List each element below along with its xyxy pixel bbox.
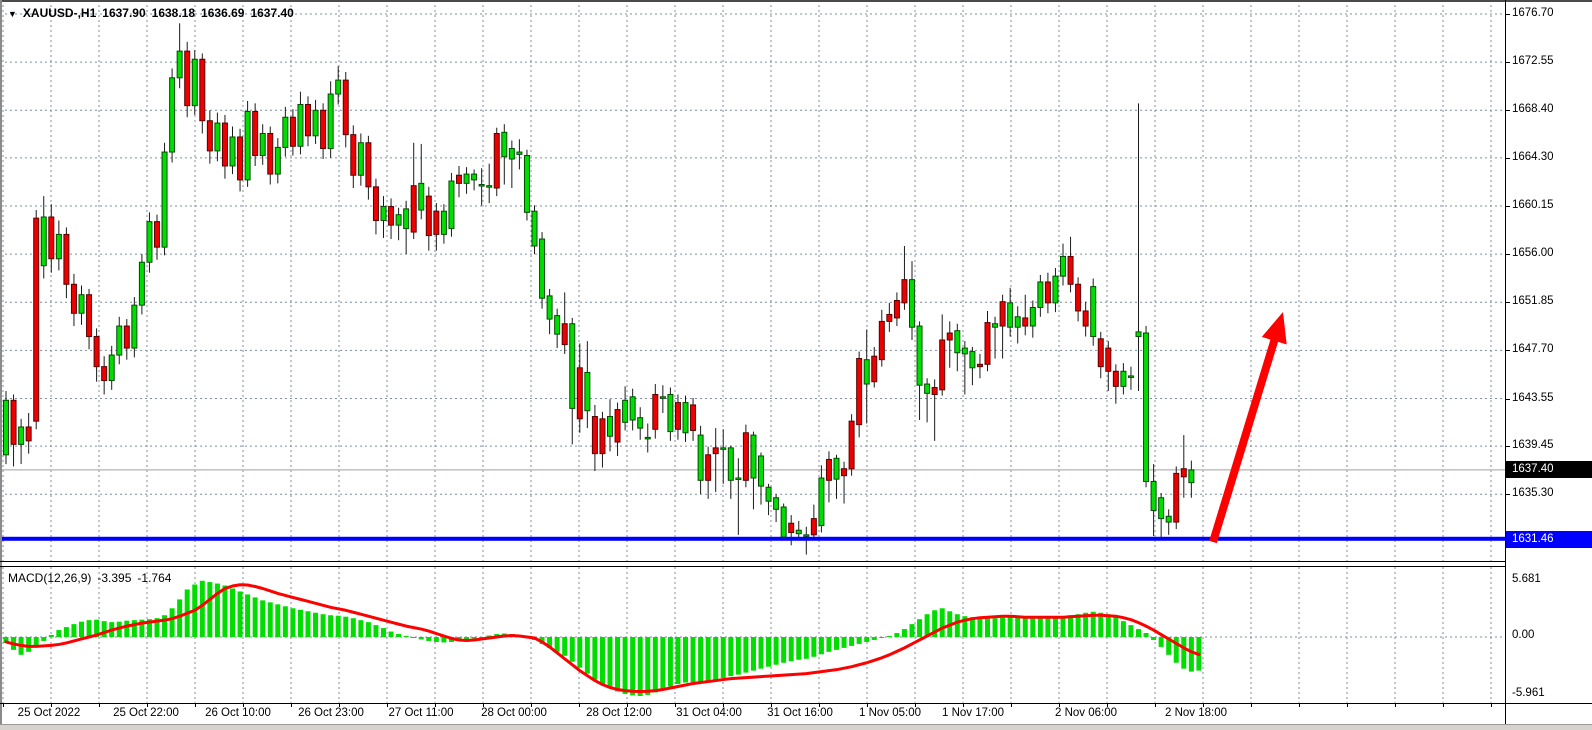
time-tick-mark <box>627 703 628 707</box>
price-tick-label: 1672.55 <box>1512 55 1554 68</box>
macd-histogram <box>3 580 1202 697</box>
time-tick-mark <box>3 703 4 707</box>
time-tick-mark <box>195 703 196 707</box>
time-tick-mark <box>1203 703 1204 707</box>
price-axis-border <box>1505 0 1506 724</box>
time-tick-mark <box>1395 703 1396 707</box>
window-left-border <box>0 0 2 724</box>
time-tick-mark <box>243 703 244 707</box>
price-tick-label: 1660.15 <box>1512 198 1554 211</box>
time-tick-mark <box>771 703 772 707</box>
main-chart-canvas[interactable] <box>0 0 1506 561</box>
time-tick-label: 31 Oct 16:00 <box>767 707 833 719</box>
time-tick-label: 28 Oct 00:00 <box>481 707 547 719</box>
panel-separator[interactable] <box>0 566 1506 567</box>
time-tick-mark <box>147 703 148 707</box>
time-tick-mark <box>531 703 532 707</box>
time-tick-label: 28 Oct 12:00 <box>586 707 652 719</box>
price-tick-label: 1656.00 <box>1512 247 1554 260</box>
price-tick-mark <box>1506 398 1510 400</box>
time-tick-mark <box>579 703 580 707</box>
price-tick-label: 1651.85 <box>1512 295 1554 308</box>
window-top-border <box>0 0 1592 2</box>
macd-panel-canvas[interactable] <box>0 567 1506 703</box>
time-tick-mark <box>99 703 100 707</box>
time-axis-border <box>0 703 1592 704</box>
candles <box>3 23 1195 555</box>
price-tick-mark <box>1506 205 1510 207</box>
time-tick-label: 25 Oct 22:00 <box>113 707 179 719</box>
price-tick-mark <box>1506 62 1510 64</box>
time-tick-label: 2 Nov 18:00 <box>1164 707 1228 719</box>
time-tick-mark <box>1251 703 1252 707</box>
time-tick-mark <box>1011 703 1012 707</box>
open-value: 1637.90 <box>102 6 146 20</box>
price-tick-mark <box>1506 446 1510 448</box>
time-tick-mark <box>1155 703 1156 707</box>
window-bottom-strip <box>0 724 1592 730</box>
time-tick-mark <box>963 703 964 707</box>
price-tick-mark <box>1506 14 1510 15</box>
macd-title: MACD(12,26,9) <box>8 571 92 585</box>
symbol-info: ▼ XAUUSD-,H1 1637.90 1638.18 1636.69 1637.40 <box>8 6 300 20</box>
price-tick-label: 1639.45 <box>1512 439 1554 452</box>
time-tick-mark <box>1443 703 1444 707</box>
price-tick-label: 1635.30 <box>1512 487 1554 500</box>
panel-separator[interactable] <box>0 561 1506 562</box>
time-tick-mark <box>435 703 436 707</box>
price-tick-mark <box>1506 494 1510 496</box>
time-tick-mark <box>867 703 868 707</box>
price-tick-label: 1676.70 <box>1512 7 1554 19</box>
time-tick-label: 26 Oct 10:00 <box>205 707 271 719</box>
macd-main-value: -3.395 <box>97 571 132 585</box>
time-tick-mark <box>675 703 676 707</box>
hline-price-tag: 1631.46 <box>1506 531 1592 548</box>
time-tick-mark <box>1107 703 1108 707</box>
time-tick-mark <box>387 703 388 707</box>
price-tick-label: 1643.55 <box>1512 391 1554 404</box>
time-tick-label: 1 Nov 17:00 <box>941 707 1005 719</box>
time-tick-mark <box>339 703 340 707</box>
time-tick-label: 1 Nov 05:00 <box>858 707 922 719</box>
macd-signal-line <box>4 583 1201 693</box>
time-tick-mark <box>1059 703 1060 707</box>
price-tick-mark <box>1506 254 1510 256</box>
time-tick-mark <box>51 703 52 707</box>
time-tick-mark <box>291 703 292 707</box>
macd-axis-max-label: 5.681 <box>1512 573 1541 585</box>
price-tick-mark <box>1506 110 1510 112</box>
time-tick-label: 2 Nov 06:00 <box>1054 707 1118 719</box>
time-tick-label: 31 Oct 04:00 <box>676 707 742 719</box>
price-tick-mark <box>1506 350 1510 352</box>
price-tick-label: 1664.30 <box>1512 150 1554 163</box>
trend-arrow[interactable] <box>1209 312 1287 544</box>
symbol-period-label: XAUUSD-,H1 <box>22 6 97 20</box>
time-tick-mark <box>1299 703 1300 707</box>
time-tick-label: 26 Oct 23:00 <box>298 707 364 719</box>
macd-signal-value: -1.764 <box>137 571 172 585</box>
price-tick-mark <box>1506 302 1510 304</box>
price-tick-label: 1647.70 <box>1512 343 1554 356</box>
time-tick-label: 25 Oct 2022 <box>17 707 81 719</box>
ohlc-expander-icon[interactable]: ▼ <box>8 9 17 19</box>
current-price-tag: 1637.40 <box>1506 461 1592 478</box>
close-value: 1637.40 <box>250 6 294 20</box>
macd-indicator-label: MACD(12,26,9) -3.395 -1.764 <box>8 571 177 585</box>
macd-axis-min-label: -5.961 <box>1512 687 1545 699</box>
price-tick-label: 1668.40 <box>1512 103 1554 116</box>
time-tick-mark <box>915 703 916 707</box>
time-tick-label: 27 Oct 11:00 <box>388 707 454 719</box>
time-tick-mark <box>819 703 820 707</box>
macd-axis-zero-label: 0.00 <box>1512 629 1535 641</box>
time-tick-mark <box>1347 703 1348 707</box>
price-tick-mark <box>1506 157 1510 159</box>
support-hline[interactable] <box>0 536 1506 541</box>
macd-grid <box>0 567 1506 703</box>
time-tick-mark <box>723 703 724 707</box>
time-tick-mark <box>483 703 484 707</box>
time-tick-mark <box>1491 703 1492 707</box>
low-value: 1636.69 <box>201 6 245 20</box>
high-value: 1638.18 <box>151 6 196 20</box>
